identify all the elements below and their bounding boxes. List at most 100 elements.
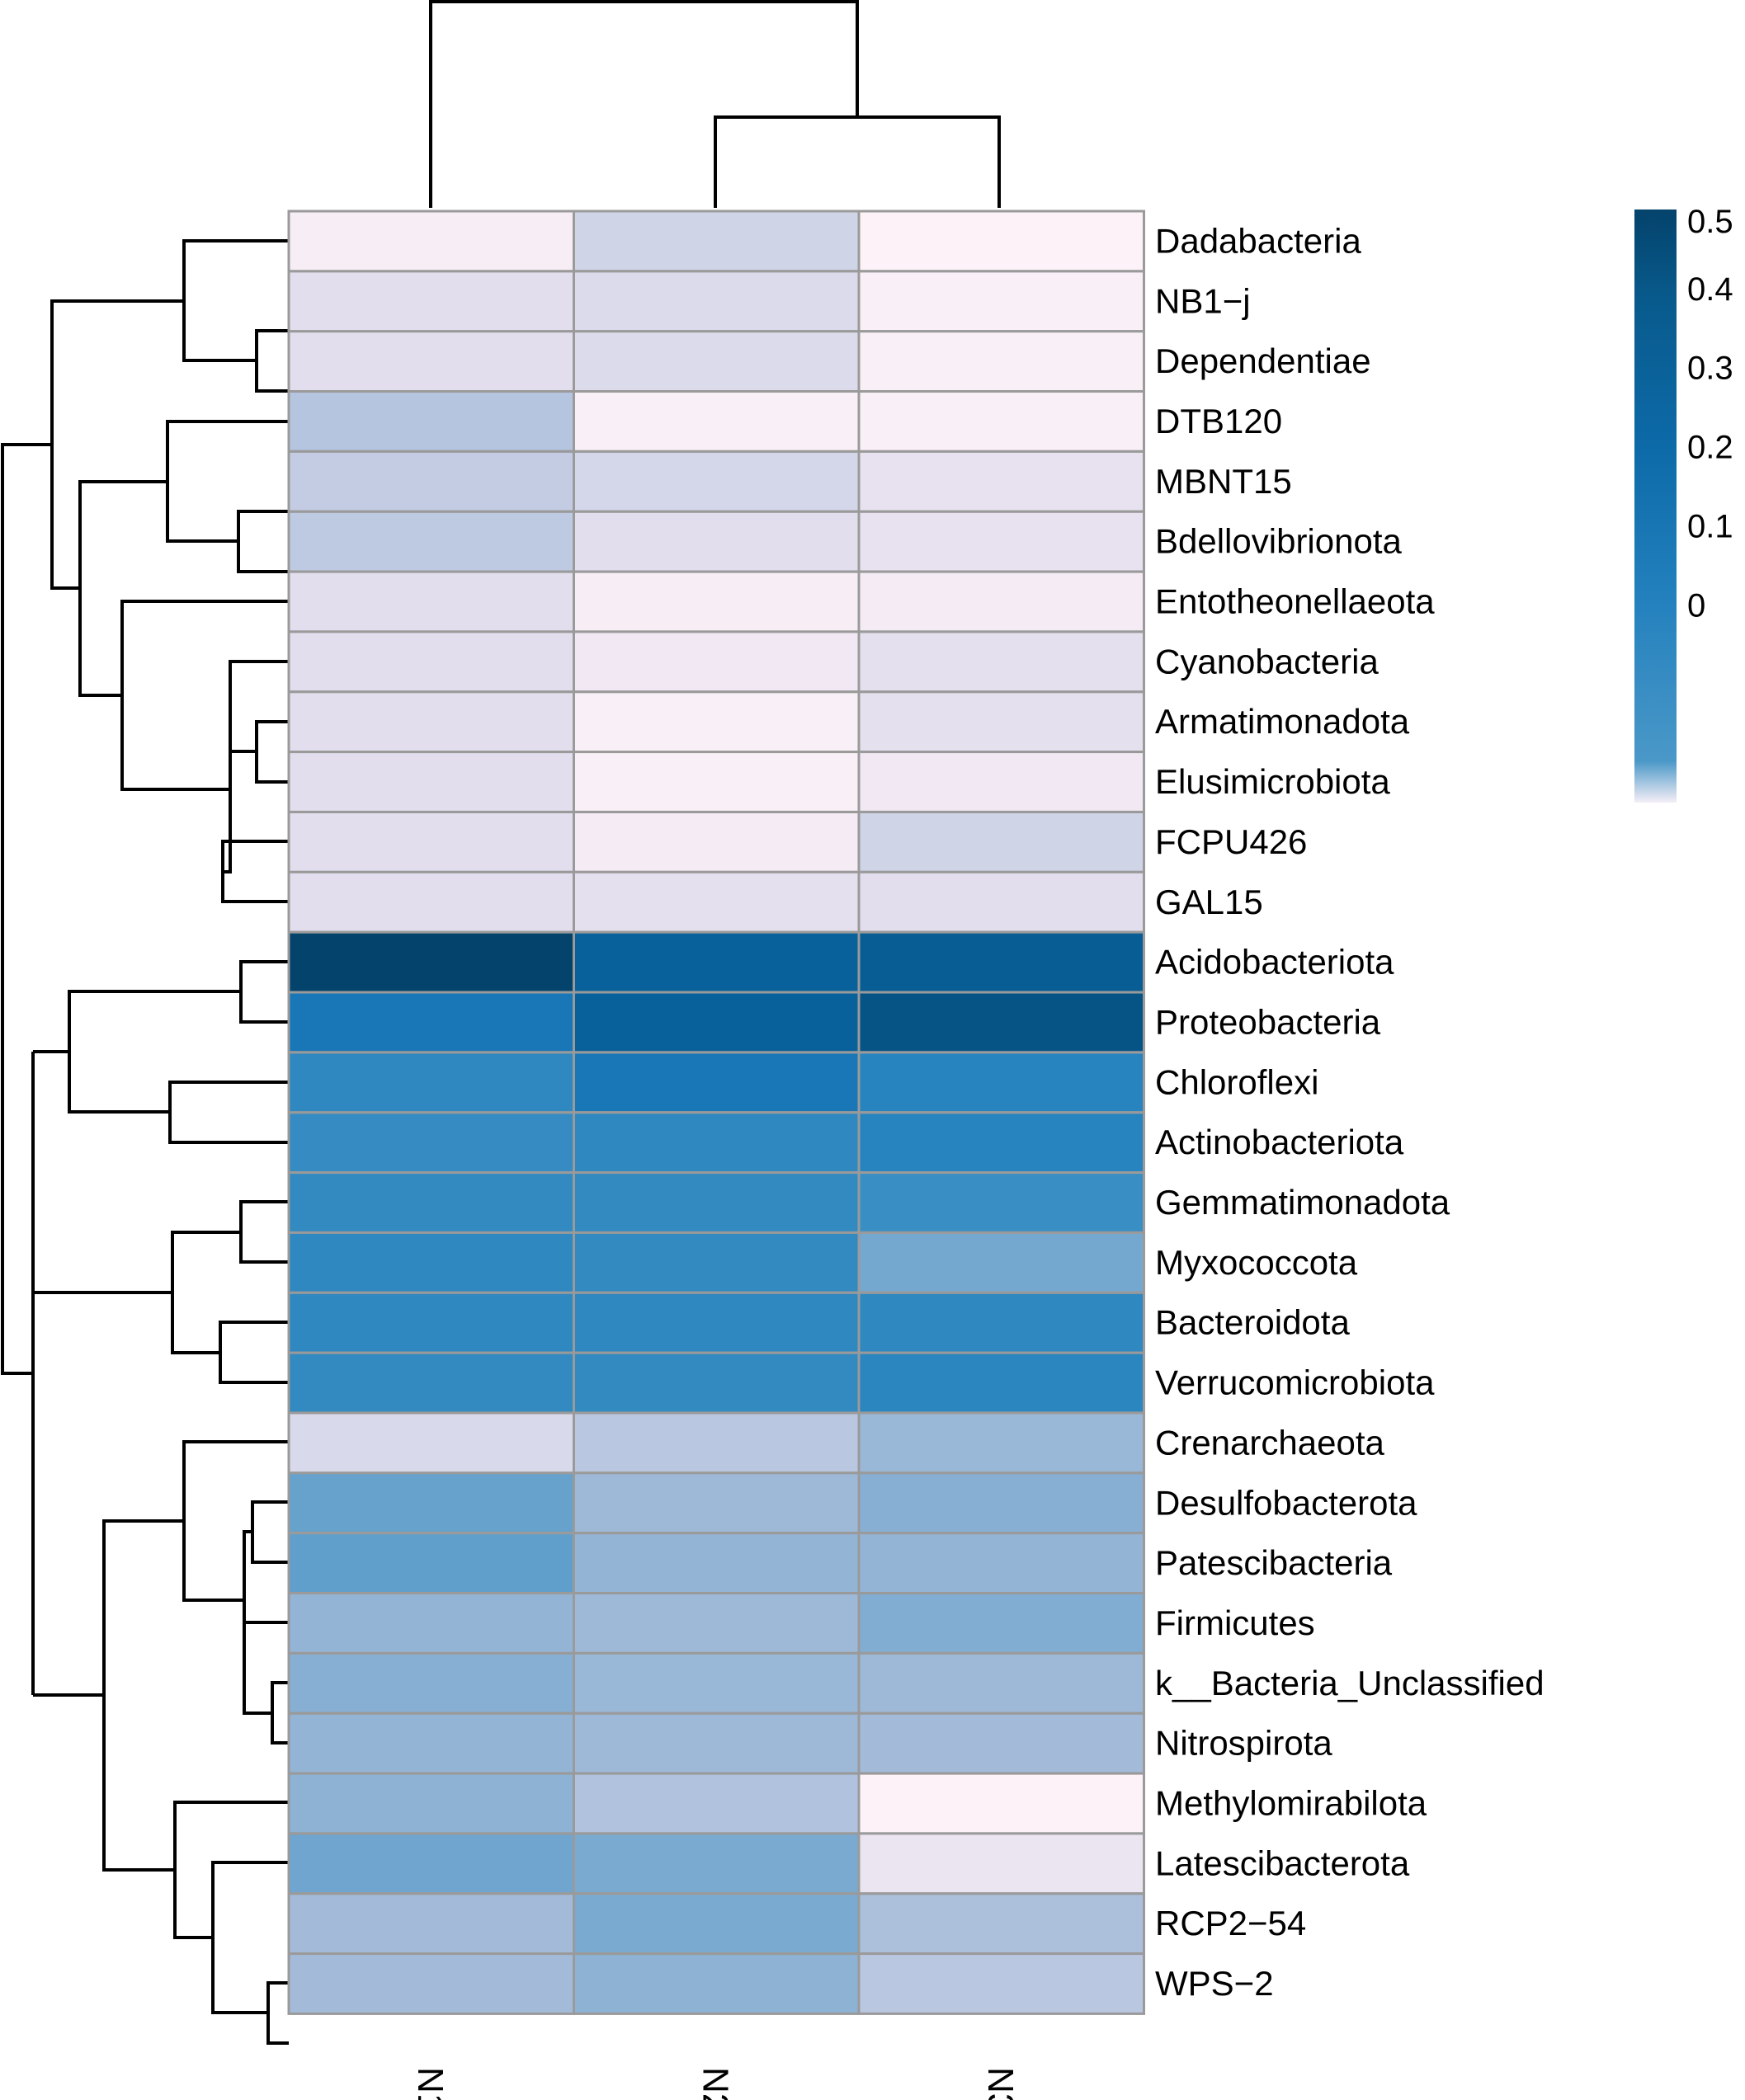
colorbar: 0.5 0.4 0.3 0.2 0.1 0 [1634, 204, 1733, 803]
row-label: RCP2−54 [1155, 1904, 1306, 1942]
heatmap-cell [287, 630, 575, 694]
row-label: Bacteroidota [1155, 1303, 1350, 1342]
row-label: Crenarchaeota [1155, 1423, 1384, 1462]
row-label: Patescibacteria [1155, 1543, 1393, 1582]
heatmap-cell [857, 1592, 1145, 1655]
colorbar-tick-label: 0 [1687, 587, 1705, 624]
row-label: Dadabacteria [1155, 221, 1361, 260]
heatmap-cell [857, 690, 1145, 754]
heatmap-cell [857, 1651, 1145, 1715]
heatmap-cell [857, 510, 1145, 573]
heatmap-cell [573, 1952, 861, 2015]
heatmap-cell [287, 751, 575, 813]
row-dendrogram [1, 239, 289, 2045]
heatmap-cell [857, 1532, 1145, 1594]
heatmap-cell [857, 751, 1145, 813]
heatmap-cell [287, 1291, 575, 1354]
row-label: Cyanobacteria [1155, 642, 1379, 680]
row-label: Entotheonellaeota [1155, 582, 1435, 621]
heatmap-cell [287, 1832, 575, 1895]
column-dendrogram [429, 0, 1001, 208]
heatmap-cell [287, 1051, 575, 1114]
column-label: N15 [410, 2067, 450, 2100]
heatmap-cell [287, 1111, 575, 1175]
heatmap-cell [573, 870, 861, 934]
heatmap-cell [287, 1411, 575, 1475]
heatmap-cell [287, 1351, 575, 1415]
heatmap-cell [287, 1592, 575, 1655]
heatmap-cell [857, 1291, 1145, 1354]
heatmap-cell [857, 570, 1145, 633]
heatmap-cell [287, 870, 575, 934]
row-label: Dependentiae [1155, 341, 1371, 380]
heatmap-cell [857, 1351, 1145, 1415]
row-label: Verrucomicrobiota [1155, 1363, 1435, 1402]
heatmap-cell [573, 270, 861, 333]
heatmap-cell [287, 210, 575, 273]
heatmap-cell [573, 1592, 861, 1655]
heatmap-cell [573, 1651, 861, 1715]
heatmap-cell [573, 811, 861, 873]
heatmap-cell [573, 1051, 861, 1114]
heatmap-cell [573, 1231, 861, 1294]
heatmap-cell [573, 450, 861, 513]
heatmap-cell [573, 630, 861, 694]
row-label: Myxococcota [1155, 1243, 1358, 1282]
row-label: WPS−2 [1155, 1964, 1274, 2003]
heatmap-cells [287, 210, 1145, 2015]
heatmap-cell [573, 330, 861, 393]
heatmap-cell [857, 870, 1145, 934]
row-label: Proteobacteria [1155, 1003, 1381, 1042]
heatmap-cell [573, 1351, 861, 1415]
colorbar-tick-label: 0.5 [1687, 204, 1733, 240]
heatmap-cell [857, 1892, 1145, 1956]
row-label: Chloroflexi [1155, 1062, 1318, 1101]
heatmap-cell [573, 1471, 861, 1535]
heatmap-cell [287, 1231, 575, 1294]
colorbar-tick-label: 0.4 [1687, 271, 1733, 308]
row-label: MBNT15 [1155, 462, 1292, 501]
heatmap-cell [857, 1832, 1145, 1895]
heatmap-cell [573, 1171, 861, 1234]
row-label: Elusimicrobiota [1155, 762, 1390, 801]
heatmap-cell [287, 330, 575, 393]
heatmap-cell [857, 630, 1145, 694]
heatmap-cell [287, 1712, 575, 1775]
row-label: Desulfobacterota [1155, 1483, 1417, 1522]
colorbar-tick-label: 0.2 [1687, 430, 1733, 466]
heatmap-cell [287, 1171, 575, 1234]
heatmap-cell [857, 930, 1145, 994]
heatmap-cell [573, 1892, 861, 1956]
heatmap-cell [287, 1772, 575, 1835]
heatmap-cell [573, 1772, 861, 1835]
heatmap-cell [573, 751, 861, 813]
heatmap-cell [287, 1471, 575, 1535]
heatmap-cell [573, 510, 861, 573]
heatmap-cell [287, 1532, 575, 1594]
row-label: Gemmatimonadota [1155, 1183, 1450, 1222]
colorbar-gradient [1634, 210, 1677, 803]
heatmap-cell [857, 390, 1145, 453]
heatmap-cell [573, 210, 861, 273]
heatmap-cell [857, 1471, 1145, 1535]
colorbar-tick-label: 0.1 [1687, 509, 1733, 545]
heatmap-cell [857, 1051, 1145, 1114]
heatmap-cell [857, 210, 1145, 273]
row-label: NB1−j [1155, 281, 1251, 320]
row-label: Nitrospirota [1155, 1724, 1332, 1763]
heatmap-cell [573, 930, 861, 994]
column-label: N30 [980, 2067, 1021, 2100]
heatmap-cell [287, 811, 575, 873]
heatmap-cell [857, 1411, 1145, 1475]
heatmap-cell [857, 1171, 1145, 1234]
heatmap-cell [573, 690, 861, 754]
heatmap-cell [573, 991, 861, 1054]
row-label: FCPU426 [1155, 822, 1307, 861]
row-label: Armatimonadota [1155, 702, 1410, 741]
heatmap-cell [857, 330, 1145, 393]
heatmap-cell [857, 1952, 1145, 2015]
heatmap-cell [857, 1111, 1145, 1175]
heatmap-cell [573, 1111, 861, 1175]
row-label: Methylomirabilota [1155, 1784, 1427, 1823]
